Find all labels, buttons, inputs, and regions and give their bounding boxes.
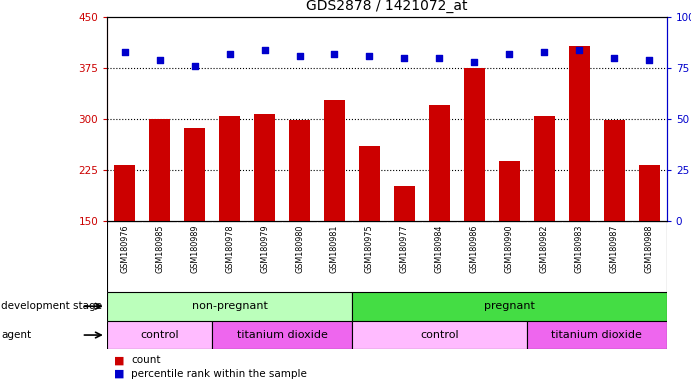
Bar <box>324 100 345 221</box>
Point <box>434 55 445 61</box>
Bar <box>219 116 240 221</box>
Point <box>504 51 515 57</box>
Text: percentile rank within the sample: percentile rank within the sample <box>131 369 307 379</box>
Point <box>644 57 655 63</box>
Point <box>154 57 165 63</box>
Bar <box>569 46 590 221</box>
Text: GSM180984: GSM180984 <box>435 224 444 273</box>
Text: GSM180988: GSM180988 <box>645 224 654 273</box>
Point <box>224 51 235 57</box>
Text: GSM180985: GSM180985 <box>155 224 164 273</box>
Title: GDS2878 / 1421072_at: GDS2878 / 1421072_at <box>306 0 468 13</box>
Text: development stage: development stage <box>1 301 102 311</box>
Bar <box>107 292 352 321</box>
Text: control: control <box>140 330 179 340</box>
Text: GSM180982: GSM180982 <box>540 224 549 273</box>
Text: count: count <box>131 355 161 365</box>
Text: ■: ■ <box>114 355 124 365</box>
Point <box>259 47 270 53</box>
Text: titanium dioxide: titanium dioxide <box>236 330 328 340</box>
Text: GSM180975: GSM180975 <box>365 224 374 273</box>
Bar <box>604 121 625 221</box>
Text: GSM180979: GSM180979 <box>260 224 269 273</box>
Text: control: control <box>420 330 459 340</box>
Bar <box>499 161 520 221</box>
Bar <box>464 68 485 221</box>
Bar <box>107 321 212 349</box>
Text: GSM180981: GSM180981 <box>330 224 339 273</box>
Point <box>399 55 410 61</box>
Point <box>469 59 480 65</box>
Bar <box>107 221 667 292</box>
Bar <box>352 292 667 321</box>
Bar <box>527 321 667 349</box>
Text: titanium dioxide: titanium dioxide <box>551 330 643 340</box>
Bar <box>184 128 205 221</box>
Point <box>364 53 375 59</box>
Point <box>329 51 340 57</box>
Bar <box>289 121 310 221</box>
Point <box>189 63 200 69</box>
Text: non-pregnant: non-pregnant <box>191 301 267 311</box>
Text: GSM180987: GSM180987 <box>610 224 619 273</box>
Bar <box>394 185 415 221</box>
Bar <box>534 116 555 221</box>
Text: pregnant: pregnant <box>484 301 535 311</box>
Bar <box>114 165 135 221</box>
Text: ■: ■ <box>114 369 124 379</box>
Bar <box>212 321 352 349</box>
Point <box>294 53 305 59</box>
Bar <box>638 165 660 221</box>
Text: GSM180990: GSM180990 <box>505 224 514 273</box>
Point <box>609 55 620 61</box>
Bar <box>149 119 170 221</box>
Bar <box>359 146 380 221</box>
Bar <box>254 114 275 221</box>
Text: GSM180977: GSM180977 <box>400 224 409 273</box>
Bar <box>429 106 450 221</box>
Text: GSM180976: GSM180976 <box>120 224 129 273</box>
Text: GSM180978: GSM180978 <box>225 224 234 273</box>
Text: GSM180986: GSM180986 <box>470 224 479 273</box>
Text: GSM180983: GSM180983 <box>575 224 584 273</box>
Text: agent: agent <box>1 330 32 340</box>
Bar <box>352 321 527 349</box>
Point <box>119 49 130 55</box>
Point <box>539 49 550 55</box>
Text: GSM180980: GSM180980 <box>295 224 304 273</box>
Text: GSM180989: GSM180989 <box>190 224 199 273</box>
Point <box>574 47 585 53</box>
